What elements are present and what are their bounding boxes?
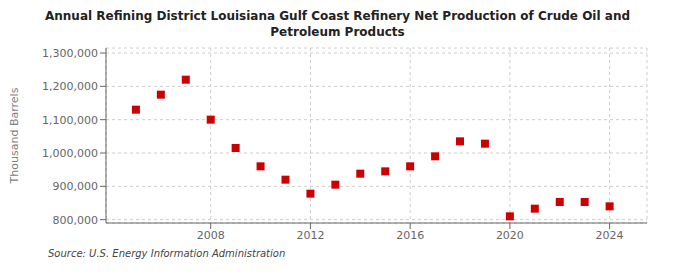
svg-text:1,300,000: 1,300,000 bbox=[42, 47, 98, 60]
svg-text:1,000,000: 1,000,000 bbox=[42, 147, 98, 160]
svg-text:2016: 2016 bbox=[396, 229, 424, 242]
svg-text:800,000: 800,000 bbox=[53, 214, 99, 227]
html-text:Petroleum Products: Petroleum Products bbox=[270, 25, 405, 39]
svg-text:900,000: 900,000 bbox=[53, 180, 99, 193]
html-text:Source: U.S. Energy Informatio: Source: U.S. Energy Information Administ… bbox=[48, 248, 286, 259]
svg-text:1,100,000: 1,100,000 bbox=[42, 114, 98, 127]
svg-text:2020: 2020 bbox=[496, 229, 524, 242]
svg-text:1,200,000: 1,200,000 bbox=[42, 80, 98, 93]
svg-text:2012: 2012 bbox=[296, 229, 324, 242]
svg-text:Thousand Barrels: Thousand Barrels bbox=[8, 87, 21, 184]
html-text:Annual Refining District Louis: Annual Refining District Louisiana Gulf … bbox=[45, 9, 630, 23]
svg-text:2008: 2008 bbox=[197, 229, 225, 242]
svg-text:2024: 2024 bbox=[596, 229, 624, 242]
